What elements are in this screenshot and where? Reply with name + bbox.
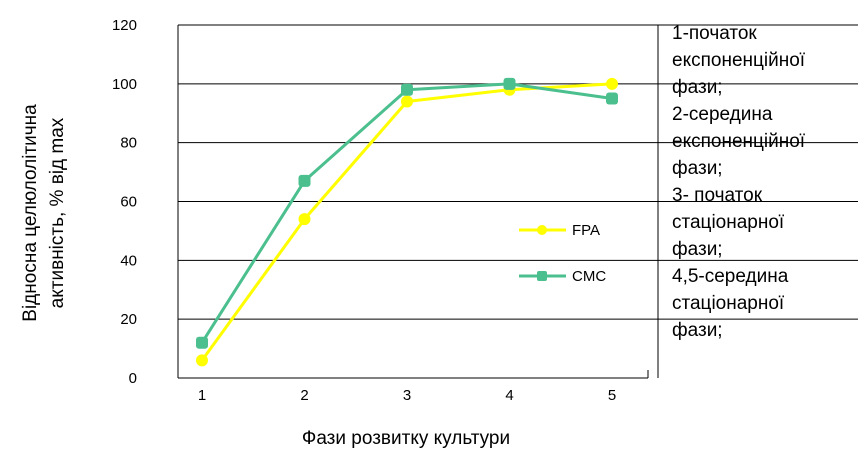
y-tick-label: 100 [112, 76, 137, 93]
phase-notes: 1-початок експоненційної фази; 2-середина ек… [672, 20, 857, 344]
phase-note-line: 2-середина [672, 104, 773, 125]
data-point-cmc [606, 92, 618, 105]
data-point-cmc [503, 77, 516, 90]
y-tick-label: 0 [129, 370, 137, 387]
series-line-cmc [200, 82, 613, 344]
x-tick-label: 4 [505, 387, 513, 404]
data-point-cmc [401, 83, 413, 96]
data-point-cmc [196, 336, 208, 349]
x-tick-labels: 1 2 3 4 5 [198, 387, 616, 404]
series-lines [196, 77, 618, 367]
y-tick-label: 120 [112, 17, 137, 34]
phase-note-line: 1-початок [672, 23, 757, 44]
legend-label-cmc: CMC [572, 268, 606, 285]
phase-note-line: фази; [672, 239, 723, 260]
phase-note-line: фази; [672, 158, 723, 179]
y-tick-label: 80 [120, 135, 137, 152]
legend-marker-fpa [537, 225, 547, 235]
y-axis-title-line1: Відносна целюлолітична [20, 104, 41, 322]
phase-note-line: стаціонарної [672, 293, 785, 314]
y-axis-title: Відносна целюлолітична активність, % від… [20, 104, 68, 322]
data-point-fpa [401, 95, 413, 108]
phase-note-line: 3- початок [672, 185, 763, 206]
phase-note-line: фази; [672, 77, 723, 98]
x-tick-label: 5 [608, 387, 616, 404]
x-tick-label: 3 [403, 387, 411, 404]
legend-label-fpa: FPA [572, 222, 600, 239]
phase-note-line: експоненційної [672, 50, 806, 71]
phase-note-line: стаціонарної [672, 212, 785, 233]
phase-note-line: 4,5-середина [672, 266, 789, 287]
phase-note-line: експоненційної [672, 131, 806, 152]
x-axis-title: Фази розвитку культури [302, 428, 510, 449]
legend: FPA CMC [519, 222, 606, 285]
x-tick-label: 2 [300, 387, 308, 404]
data-point-fpa [298, 213, 311, 226]
legend-marker-cmc [537, 271, 547, 281]
data-point-fpa [196, 354, 208, 367]
y-tick-label: 60 [120, 194, 137, 211]
y-axis-title-line2: активність, % від max [47, 117, 68, 308]
y-tick-labels: 0 20 40 60 80 100 120 [112, 17, 137, 387]
x-tick-label: 1 [198, 387, 206, 404]
data-point-cmc [298, 174, 311, 187]
phase-note-line: фази; [672, 320, 723, 341]
y-tick-label: 20 [120, 311, 137, 328]
data-point-fpa [606, 77, 618, 90]
y-tick-label: 40 [120, 252, 137, 269]
